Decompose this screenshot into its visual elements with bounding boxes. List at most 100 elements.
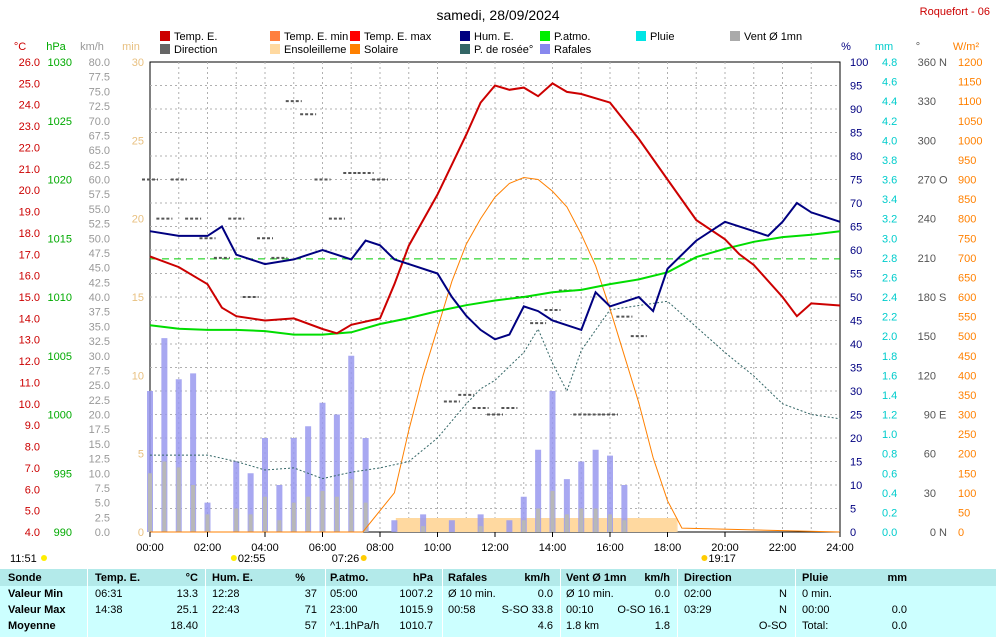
sunrise-icon	[360, 555, 367, 561]
minutes-tick: 25	[132, 135, 144, 147]
wind-bar	[320, 490, 325, 532]
wind-tick: 67.5	[89, 130, 110, 142]
gust-bar	[448, 520, 455, 532]
wind-tick: 57.5	[89, 189, 110, 201]
gust-bar	[563, 479, 570, 532]
direction-letter: N	[939, 57, 947, 69]
gust-bar	[621, 485, 628, 532]
humidity-tick: 90	[850, 104, 862, 116]
temp-tick: 4.0	[25, 527, 40, 539]
legend-swatch	[730, 31, 740, 41]
legend-swatch	[350, 31, 360, 41]
summary-column-divider	[795, 569, 796, 637]
rain-tick: 1.8	[882, 351, 897, 363]
summary-header-cell: Vent Ø 1mn	[566, 572, 627, 584]
pressure-tick: 995	[54, 468, 72, 480]
wind-bar	[363, 502, 368, 532]
moon-set-time: 11:51	[10, 553, 37, 565]
wind-tick: 12.5	[89, 454, 110, 466]
wind-bar	[334, 496, 339, 532]
summary-cell: 06:31	[95, 588, 123, 600]
x-tick: 24:00	[826, 542, 854, 554]
gust-bar	[477, 514, 484, 532]
summary-cell: 18.40	[170, 620, 198, 632]
legend-label: Rafales	[554, 44, 592, 56]
direction-tick: 360	[918, 57, 936, 69]
rain-tick: 4.6	[882, 77, 897, 89]
summary-column-divider	[205, 569, 206, 637]
minutes-tick: 10	[132, 370, 144, 382]
pressure-tick: 1005	[48, 351, 72, 363]
x-tick: 16:00	[596, 542, 624, 554]
summary-cell: 03:29	[684, 604, 712, 616]
solar-tick: 950	[958, 155, 976, 167]
humidity-tick: 35	[850, 363, 862, 375]
minutes-tick: 30	[132, 57, 144, 69]
solar-tick: 50	[958, 507, 970, 519]
summary-cell: 0.0	[654, 588, 670, 600]
solar-tick: 850	[958, 194, 976, 206]
rain-tick: 2.4	[882, 292, 897, 304]
wind-tick: 35.0	[89, 321, 110, 333]
axis-unit: W/m²	[953, 41, 980, 53]
x-tick: 06:00	[309, 542, 337, 554]
direction-tick: 150	[918, 331, 936, 343]
wind-bar	[176, 467, 181, 532]
summary-cell: 05:00	[330, 588, 358, 600]
temp-tick: 26.0	[19, 57, 40, 69]
wind-bar	[550, 490, 555, 532]
temp-tick: 20.0	[19, 185, 40, 197]
summary-cell: O-SO	[758, 620, 787, 632]
wind-tick: 32.5	[89, 336, 110, 348]
summary-cell: 1.8 km	[566, 620, 600, 632]
summary-column-divider	[87, 569, 88, 637]
gust-bar	[305, 426, 312, 532]
weather-chart: 4.0 5.0 6.0 7.0 8.0 9.0 10.0 11.0 12.0 13.0 14.0 15…	[10, 41, 982, 565]
legend-swatch	[460, 31, 470, 41]
legend-item: Solaire	[350, 44, 398, 56]
x-tick: 20:00	[711, 542, 739, 554]
temp-tick: 25.0	[19, 78, 40, 90]
rain-tick: 0.8	[882, 449, 897, 461]
wind-bar	[291, 502, 296, 532]
gust-bar	[348, 355, 355, 532]
rain-tick: 1.6	[882, 370, 897, 382]
humidity-tick: 30	[850, 386, 862, 398]
pressure-tick: 1020	[48, 175, 72, 187]
summary-cell: 71	[304, 604, 317, 616]
axis-unit: mm	[875, 41, 893, 53]
series-layer	[142, 82, 841, 533]
solar-tick: 750	[958, 233, 976, 245]
legend-swatch	[540, 44, 550, 54]
solar-tick: 650	[958, 272, 976, 284]
x-tick: 12:00	[481, 542, 509, 554]
gust-bar	[535, 449, 542, 532]
wind-tick: 47.5	[89, 248, 110, 260]
wind-tick: 62.5	[89, 160, 110, 172]
legend-item: Pluie	[636, 31, 674, 43]
rain-tick: 3.2	[882, 214, 897, 226]
wind-tick: 65.0	[89, 145, 110, 157]
wind-bar	[234, 508, 239, 532]
rain-tick: 3.0	[882, 233, 897, 245]
summary-cell: 22:43	[212, 604, 240, 616]
legend-item: Temp. E.	[160, 31, 217, 43]
sunset-time: 19:17	[708, 553, 736, 565]
humidity-tick: 10	[850, 480, 862, 492]
gust-bar	[578, 461, 585, 532]
summary-cell: 37	[304, 588, 317, 600]
humidity-tick: 75	[850, 175, 862, 187]
rain-tick: 4.8	[882, 57, 897, 69]
summary-row-label: Valeur Max	[8, 604, 66, 616]
humidity-tick: 85	[850, 128, 862, 140]
wind-bar	[248, 514, 253, 532]
temp-tick: 13.0	[19, 335, 40, 347]
summary-column-divider	[442, 569, 443, 637]
temp-tick: 16.0	[19, 271, 40, 283]
summary-header-cell: Pluie	[802, 572, 829, 584]
legend-label: Hum. E.	[474, 31, 514, 43]
direction-tick: 60	[924, 449, 936, 461]
summary-cell: 23:00	[330, 604, 358, 616]
summary-cell: 1.8	[654, 620, 670, 632]
rain-tick: 0.2	[882, 507, 897, 519]
